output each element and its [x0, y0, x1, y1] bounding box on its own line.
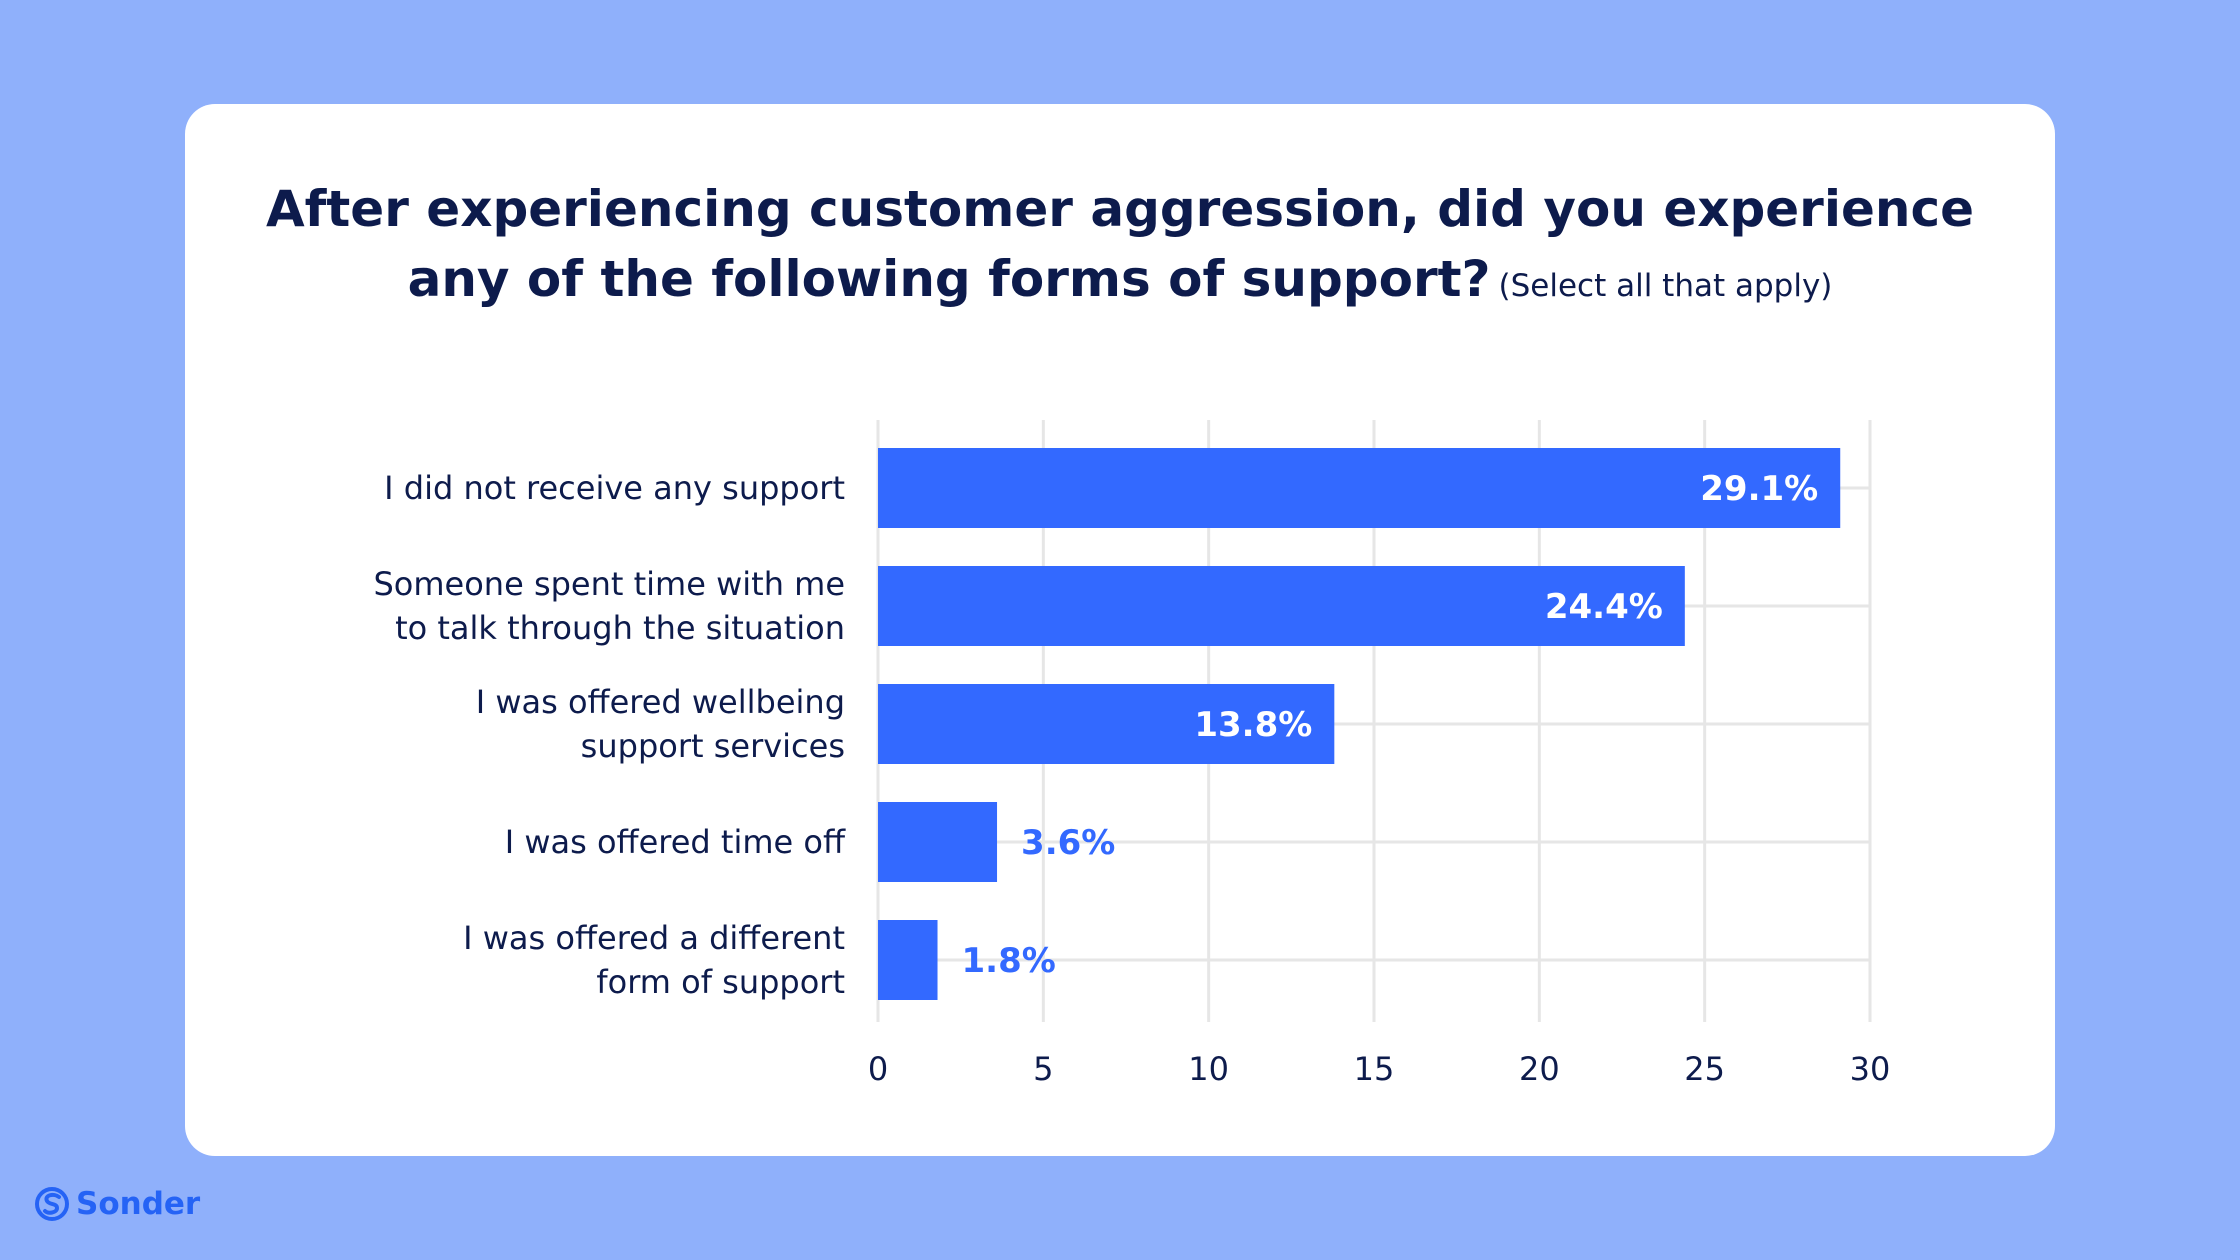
chart-subtitle: (Select all that apply): [1498, 268, 1833, 304]
brand-name: Sonder: [76, 1186, 201, 1222]
x-tick-label: 10: [1188, 1050, 1229, 1088]
category-label: I was offered a different: [463, 919, 845, 957]
data-label: 3.6%: [1021, 823, 1115, 863]
sonder-logo-icon: [35, 1187, 69, 1221]
data-label: 13.8%: [1194, 705, 1312, 745]
data-label: 24.4%: [1545, 587, 1663, 627]
x-tick-label: 0: [868, 1050, 888, 1088]
bar: [878, 920, 938, 1000]
bar: [878, 448, 1841, 528]
chart-title-line-2-wrapper: any of the following forms of support? (S…: [185, 244, 2055, 321]
bar: [878, 802, 998, 882]
category-label: Someone spent time with me: [373, 565, 845, 603]
x-tick-label: 20: [1519, 1050, 1560, 1088]
brand-logo: Sonder: [34, 1186, 200, 1222]
bar: [878, 566, 1685, 646]
category-label: support services: [581, 727, 845, 765]
category-label: to talk through the situation: [395, 609, 845, 647]
x-tick-label: 30: [1850, 1050, 1891, 1088]
x-tick-label: 15: [1354, 1050, 1395, 1088]
category-label: I was offered time off: [505, 823, 846, 861]
category-label: I did not receive any support: [384, 469, 845, 507]
category-label: form of support: [596, 963, 845, 1001]
data-label: 29.1%: [1700, 469, 1818, 509]
bar: [878, 684, 1335, 764]
chart-card: After experiencing customer aggression, …: [185, 104, 2055, 1156]
x-tick-label: 5: [1033, 1050, 1053, 1088]
chart-title: After experiencing customer aggression, …: [185, 174, 2055, 321]
x-tick-label: 25: [1684, 1050, 1725, 1088]
category-label: I was offered wellbeing: [476, 683, 845, 721]
chart-title-line-1: After experiencing customer aggression, …: [265, 180, 1975, 238]
data-label: 1.8%: [962, 941, 1056, 981]
chart-title-line-2: any of the following forms of support?: [407, 250, 1491, 308]
